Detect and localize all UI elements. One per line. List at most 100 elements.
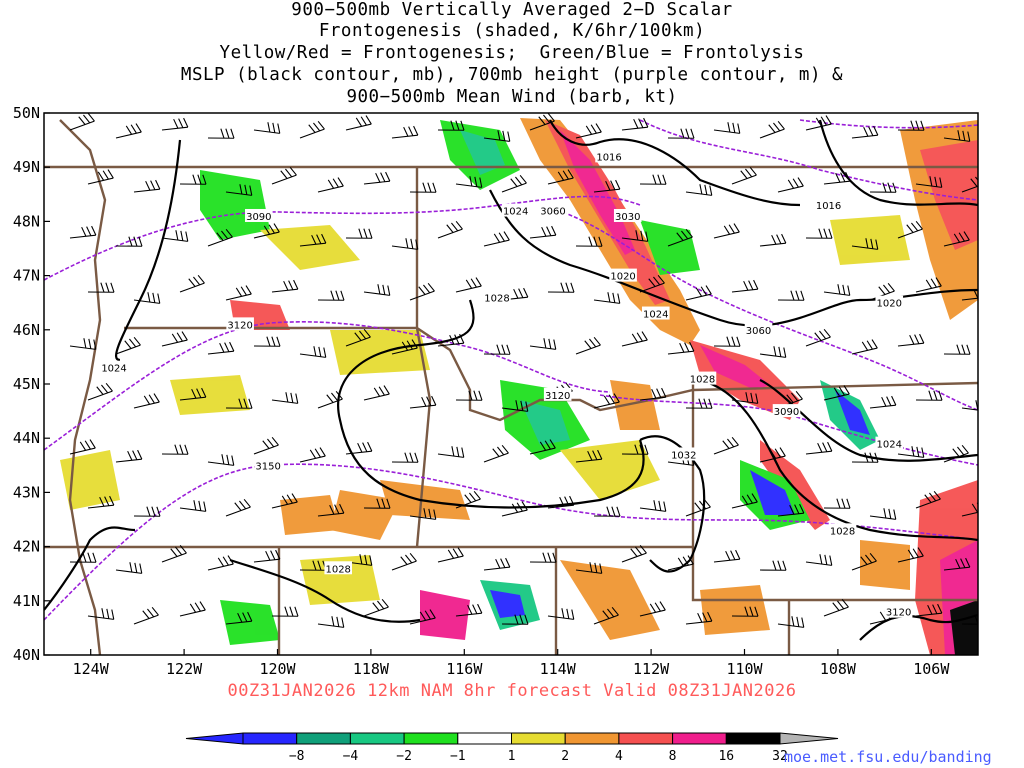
wind-barb (943, 130, 971, 142)
lon-label: 116W (446, 660, 483, 678)
colorbar-label: 16 (718, 749, 734, 764)
wind-barb (253, 436, 279, 455)
wind-barb (87, 382, 113, 401)
wind-barb (897, 333, 925, 347)
wind-barb (805, 328, 831, 347)
colorbar-swatch (349, 732, 405, 745)
wind-barb (777, 503, 805, 517)
wind-barb (437, 446, 465, 458)
wind-barb (455, 490, 481, 509)
wind-barb (345, 115, 372, 131)
wind-barb (271, 493, 298, 509)
wind-barb (133, 606, 159, 625)
political-borders (44, 119, 978, 655)
colorbar: −8 −4 −2 −1 1 2 4 8 16 32 (185, 732, 839, 764)
wind-barb (409, 395, 437, 409)
lat-label: 47N (13, 267, 40, 285)
svg-text:3120: 3120 (545, 391, 570, 402)
wind-barb (317, 390, 343, 409)
wind-barb (501, 501, 528, 517)
wind-barb (253, 336, 281, 347)
wind-barb (115, 123, 142, 139)
lat-label: 49N (13, 158, 40, 176)
wind-barb (225, 285, 252, 301)
wind-barb (253, 549, 281, 563)
mslp-label: 1032 (669, 447, 698, 461)
height-label: 3060 (539, 203, 567, 218)
wind-barb (667, 128, 695, 139)
wind-barb (805, 228, 833, 239)
wind-barb (851, 452, 879, 463)
wind-barb (69, 552, 97, 563)
wind-barb (299, 120, 325, 139)
colorbar-swatch (403, 732, 459, 745)
wind-barb (87, 608, 115, 620)
svg-text:1020: 1020 (877, 299, 902, 310)
wind-barb (225, 184, 253, 196)
wind-barb (639, 274, 665, 293)
mslp-label: 1028 (688, 371, 717, 386)
wind-barb (639, 174, 667, 185)
wind-barb (547, 608, 575, 620)
wind-barb (621, 444, 649, 455)
lat-label: 43N (13, 483, 40, 501)
wind-barb (133, 179, 161, 193)
wind-barb (483, 344, 511, 355)
lon-label: 108W (820, 660, 857, 678)
wind-barb (299, 233, 327, 247)
wind-barb (897, 220, 923, 239)
lat-label: 45N (13, 375, 40, 393)
wind-barb (851, 125, 879, 139)
wind-barb (179, 387, 207, 401)
wind-barb (731, 279, 759, 293)
lon-label: 118W (353, 660, 390, 678)
wind-barb (593, 292, 621, 304)
wind-barb (391, 125, 419, 139)
wind-barb (391, 238, 419, 250)
colorbar-swatch (564, 732, 620, 745)
wind-barb (869, 508, 897, 520)
wind-barb (161, 444, 189, 455)
svg-text:3120: 3120 (227, 320, 252, 331)
wind-barb (115, 449, 143, 463)
lat-label: 40N (13, 646, 40, 664)
wind-barb (759, 120, 785, 139)
wind-barb (685, 498, 711, 517)
height-label: 3030 (613, 208, 642, 223)
wind-barb (529, 439, 556, 455)
wind-barb (501, 400, 529, 412)
svg-text:1028: 1028 (830, 526, 855, 537)
wind-barbs (69, 113, 978, 628)
wind-barb (943, 344, 971, 355)
mslp-label: 1020 (609, 268, 637, 283)
wind-barb (943, 557, 971, 571)
wind-barb (69, 338, 97, 350)
wind-barb (823, 171, 851, 185)
svg-text:1028: 1028 (325, 564, 350, 575)
wind-barb (731, 166, 757, 185)
mslp-label: 1016 (814, 198, 843, 212)
lat-label: 48N (13, 212, 40, 230)
wind-barb (161, 331, 188, 347)
svg-text:3030: 3030 (615, 212, 640, 223)
wind-barb (87, 169, 114, 185)
colorbar-label: −1 (450, 749, 466, 764)
wind-barb (547, 282, 575, 293)
contour-labels: 1016 1016 1024 1020 1020 1028 1024 1024 1028 1032… (100, 149, 913, 619)
wind-barb (777, 177, 804, 193)
colorbar-high-arrow (779, 732, 839, 745)
wind-barb (869, 395, 897, 409)
svg-text:1016: 1016 (596, 152, 621, 163)
wind-barb (759, 346, 787, 358)
wind-barb (805, 115, 832, 131)
lat-label: 41N (13, 592, 40, 610)
wind-barb (179, 500, 207, 512)
wind-barb (685, 184, 713, 196)
lat-label: 50N (13, 104, 40, 122)
height-label: 3090 (772, 404, 801, 418)
mslp-label: 1016 (595, 149, 623, 163)
wind-barb (943, 231, 970, 247)
wind-barb (455, 390, 483, 401)
wind-barb (391, 339, 418, 355)
wind-barb (409, 508, 437, 520)
